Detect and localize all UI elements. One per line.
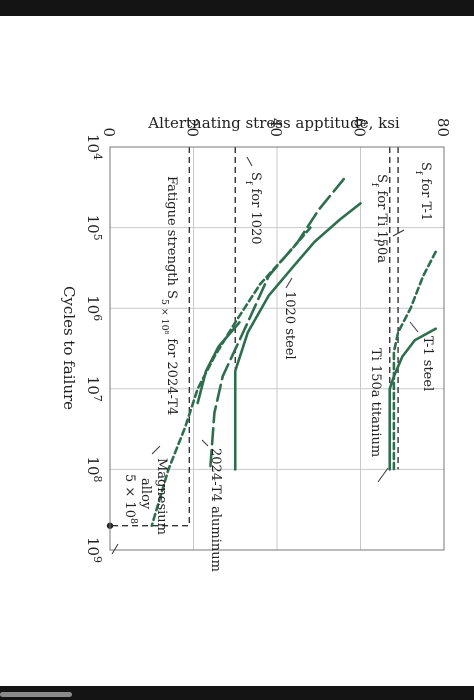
series-line-1020-steel (233, 202, 362, 471)
label-ti150a-titanium: Ti 150a titanium (368, 348, 383, 457)
annotation-leader-1 (392, 229, 405, 237)
stress-tick-label-40: 40 (267, 118, 285, 137)
stress-tick-label-60: 60 (351, 118, 369, 137)
annotation-leader-2 (373, 239, 385, 243)
cycles-tick-label-9: 109 (84, 537, 105, 563)
annotation-leader-5 (377, 467, 389, 483)
label-alloy: alloy (138, 478, 153, 510)
stress-tick-label-0: 0 (100, 127, 118, 137)
annotation-leader-7 (201, 439, 209, 447)
ref-line-fatigue-strength-s5x10-8-for-2024-t4 (110, 147, 191, 527)
annotation-leader-3 (246, 156, 253, 167)
series-lines (106, 177, 437, 529)
annotation-leader-8 (151, 445, 161, 455)
plot-border (109, 146, 445, 551)
annotation-leader-9 (111, 543, 119, 555)
series-line-magnesium-alloy (196, 321, 241, 405)
label-sf-t1: Sf for T-1 (414, 162, 434, 221)
cycles-axis-title: Cycles to failure (60, 286, 78, 410)
scrollbar-thumb[interactable] (0, 692, 72, 697)
label-sf-ti150a: Sf for Ti 150a (370, 174, 390, 263)
label-5e8: 5 × 108 (122, 474, 140, 524)
label-1020-steel: 1020 steel (282, 291, 297, 360)
stress-tick-label-80: 80 (434, 118, 452, 137)
stress-tick-label-20: 20 (184, 118, 202, 137)
cycles-tick-label-4: 104 (84, 134, 105, 160)
label-magnesium: Magnesium (154, 458, 169, 535)
label-2024-t4-aluminum: 2024-T4 aluminum (208, 448, 223, 572)
fatigue-chart: 0 20 40 60 80 104 105 106 107 108 109 Altertnating … (60, 114, 452, 572)
cycles-tick-label-6: 106 (84, 295, 105, 321)
label-t1-steel: T-1 steel (420, 336, 435, 391)
annotation-leader-4 (409, 321, 419, 333)
annotation-leader-6 (285, 277, 293, 289)
plot-frame (109, 146, 445, 551)
cycles-tick-label-7: 107 (84, 376, 105, 402)
reference-lines (110, 147, 399, 527)
cycles-tick-label-5: 105 (84, 215, 105, 241)
bottom-bar (0, 686, 474, 700)
cycles-tick-label-8: 108 (84, 456, 105, 482)
series-line-t-1-steel (388, 327, 437, 471)
stress-axis-title: Altertnating stress apptitude, ksi (147, 114, 400, 132)
series-line-1020-steel-long-dash (208, 177, 346, 471)
series-line-ti-150a-titanium (392, 250, 437, 471)
label-sf-1020: Sf for 1020 (244, 172, 264, 245)
chart-labels: 0 20 40 60 80 104 105 106 107 108 109 Altertnating … (60, 114, 452, 572)
label-fatigue-strength: Fatigue strength S5 × 10⁸ for 2024-T4 (160, 176, 180, 415)
top-bar (0, 0, 474, 16)
